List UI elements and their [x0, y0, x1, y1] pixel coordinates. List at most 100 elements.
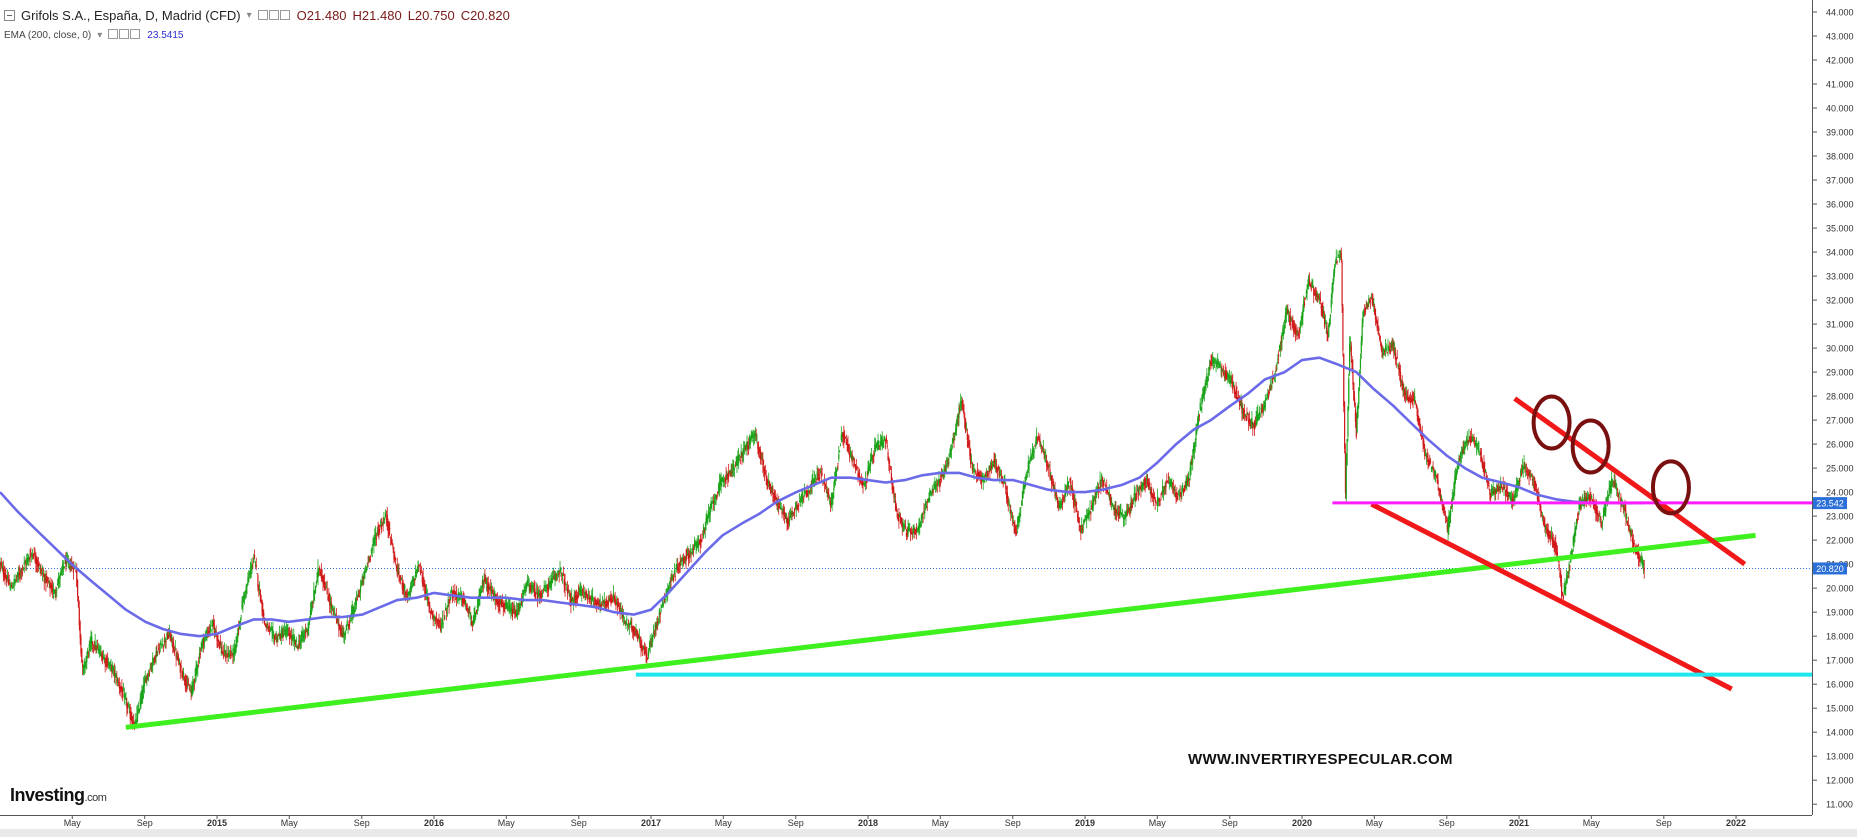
- candle-body: [755, 434, 757, 437]
- candle-body: [1603, 509, 1605, 516]
- candle-body: [1259, 414, 1261, 416]
- candle-body: [1532, 478, 1534, 481]
- candle-body: [265, 625, 267, 628]
- highlight-circle[interactable]: [1570, 418, 1611, 475]
- candle-body: [1233, 387, 1236, 395]
- candle-body: [1402, 384, 1404, 390]
- chevron-down-icon[interactable]: ▾: [246, 10, 252, 21]
- candle-body: [574, 595, 576, 601]
- candle-body: [908, 528, 910, 531]
- candle-body: [11, 587, 14, 589]
- candle-body: [134, 719, 136, 726]
- candle-body: [1197, 414, 1200, 424]
- candle-body: [1072, 494, 1074, 500]
- candle-body: [707, 516, 709, 523]
- candle-body: [98, 652, 100, 654]
- candle-body: [1636, 549, 1639, 556]
- y-axis-panel[interactable]: [1812, 0, 1857, 837]
- candle-body: [1152, 494, 1155, 498]
- candle-body: [1276, 363, 1278, 365]
- candle-body: [914, 529, 917, 531]
- candle-body: [1538, 499, 1540, 502]
- candle-body: [507, 607, 509, 609]
- candle-body: [591, 595, 594, 601]
- support-green-line[interactable]: [125, 532, 1756, 730]
- ema-label[interactable]: EMA (200, close, 0): [4, 30, 92, 41]
- channel-top-red-line[interactable]: [1513, 396, 1747, 567]
- instrument-title[interactable]: Grifols S.A., España, D, Madrid (CFD): [21, 8, 241, 23]
- candle-body: [482, 583, 484, 586]
- candle-body: [103, 657, 105, 661]
- candle-body: [79, 621, 81, 639]
- candle-body: [90, 638, 92, 645]
- y-tick-label: 40.000: [1826, 104, 1854, 114]
- bottom-toolbar[interactable]: [0, 829, 1857, 837]
- price-badge-label: 23.542: [1816, 499, 1844, 509]
- collapse-icon[interactable]: [4, 10, 15, 21]
- candle-body: [362, 580, 364, 582]
- candle-body: [410, 586, 413, 590]
- candle-body: [1267, 394, 1269, 396]
- candle-body: [383, 518, 385, 520]
- candle-body: [1178, 494, 1180, 497]
- candle-body: [705, 518, 707, 525]
- candle-body: [1047, 466, 1049, 469]
- candle-body: [814, 476, 817, 479]
- candle-body: [173, 643, 175, 651]
- channel-bottom-red-line[interactable]: [1370, 501, 1733, 692]
- highlight-circle[interactable]: [1650, 459, 1691, 516]
- candle-body: [237, 628, 239, 638]
- candle-body: [373, 538, 375, 546]
- candle-body: [617, 602, 620, 607]
- candle-body: [438, 619, 440, 622]
- candle-body: [1000, 475, 1003, 480]
- candle-body: [990, 465, 993, 469]
- candle-body: [1092, 498, 1094, 506]
- candle-body: [1144, 478, 1146, 485]
- candle-body: [1323, 315, 1326, 327]
- y-tick-label: 44.000: [1826, 8, 1854, 18]
- candle-body: [583, 591, 585, 593]
- candle-body: [368, 557, 370, 562]
- candle-body: [716, 495, 718, 499]
- candle-body: [1564, 586, 1566, 592]
- indicator-tool-icons[interactable]: [108, 29, 141, 42]
- candle-body: [1607, 496, 1609, 498]
- candle-body: [1140, 485, 1142, 491]
- candle-body: [345, 625, 347, 631]
- candle-body: [867, 467, 869, 476]
- candle-body: [1509, 496, 1511, 498]
- candle-body: [1550, 536, 1552, 539]
- candle-body: [795, 503, 797, 510]
- candle-body: [218, 639, 220, 643]
- candle-body: [92, 645, 95, 647]
- candle-body: [1480, 451, 1482, 455]
- candle-body: [852, 457, 854, 461]
- header-tool-icons[interactable]: [257, 8, 291, 23]
- candle-body: [314, 591, 316, 595]
- candle-body: [1086, 516, 1088, 521]
- candle-body: [554, 574, 556, 580]
- candle-body: [1060, 500, 1062, 509]
- candle-body: [893, 490, 895, 498]
- highlight-circle[interactable]: [1531, 394, 1572, 451]
- candle-body: [392, 546, 394, 549]
- candle-body: [1115, 507, 1117, 513]
- candle-body: [1242, 409, 1244, 412]
- candle-body: [1130, 501, 1132, 509]
- candle-body: [1007, 498, 1009, 504]
- candle-body: [531, 584, 533, 587]
- candle-body: [167, 635, 170, 636]
- candle-body: [1041, 446, 1044, 448]
- candle-body: [793, 512, 795, 514]
- candle-body: [1393, 348, 1395, 354]
- candle-body: [844, 436, 847, 438]
- chevron-down-icon[interactable]: ▾: [97, 30, 103, 41]
- candle-body: [1429, 460, 1431, 463]
- candle-body: [1141, 484, 1143, 489]
- candle-body: [1417, 414, 1419, 421]
- candle-body: [1285, 312, 1287, 323]
- candle-body: [686, 553, 688, 556]
- candle-body: [653, 631, 655, 635]
